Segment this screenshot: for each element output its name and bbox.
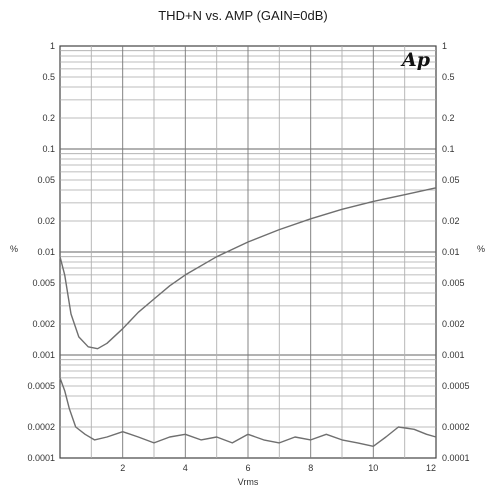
y-tick-label-left: 1	[50, 41, 55, 51]
thd-curve	[59, 187, 437, 350]
y-tick-label-right: 0.05	[442, 175, 460, 185]
y-tick-label-left: 0.01	[37, 247, 55, 257]
y-tick-label-right: 0.005	[442, 278, 465, 288]
y-tick-label-left: 0.002	[32, 319, 55, 329]
y-axis-label-left: %	[10, 244, 18, 254]
x-axis-label: Vrms	[238, 477, 259, 487]
x-tick-label: 2	[120, 463, 125, 473]
y-tick-label-left: 0.1	[42, 144, 55, 154]
y-tick-label-left: 0.0002	[27, 422, 55, 432]
grid-lines	[60, 46, 436, 458]
data-series	[59, 187, 437, 447]
y-tick-label-right: 0.01	[442, 247, 460, 257]
y-tick-label-right: 0.2	[442, 113, 455, 123]
y-tick-label-right: 0.001	[442, 350, 465, 360]
y-tick-label-right: 1	[442, 41, 447, 51]
tick-labels: 1 1 0.5 0.5 0.2 0.2 0.1 0.1 0.05 0.05 0.02 0.02 0.01…	[27, 41, 469, 473]
noise-floor-curve	[59, 377, 437, 447]
y-tick-label-left: 0.0001	[27, 453, 55, 463]
chart-title: THD+N vs. AMP (GAIN=0dB)	[158, 8, 328, 23]
y-tick-label-left: 0.02	[37, 216, 55, 226]
x-tick-label: 4	[183, 463, 188, 473]
y-tick-label-right: 0.5	[442, 72, 455, 82]
x-tick-label: 10	[368, 463, 378, 473]
y-tick-label-right: 0.002	[442, 319, 465, 329]
y-tick-label-right: 0.0005	[442, 381, 470, 391]
y-tick-label-left: 0.0005	[27, 381, 55, 391]
y-tick-label-left: 0.05	[37, 175, 55, 185]
y-tick-label-right: 0.1	[442, 144, 455, 154]
y-tick-label-right: 0.0001	[442, 453, 470, 463]
ap-logo: Ap	[400, 49, 431, 71]
x-tick-label: 12	[426, 463, 436, 473]
y-tick-label-right: 0.0002	[442, 422, 470, 432]
y-tick-label-left: 0.2	[42, 113, 55, 123]
y-tick-label-left: 0.001	[32, 350, 55, 360]
y-tick-label-left: 0.005	[32, 278, 55, 288]
x-tick-label: 6	[245, 463, 250, 473]
x-tick-label: 8	[308, 463, 313, 473]
y-axis-label-right: %	[477, 244, 485, 254]
y-tick-label-left: 0.5	[42, 72, 55, 82]
y-tick-label-right: 0.02	[442, 216, 460, 226]
